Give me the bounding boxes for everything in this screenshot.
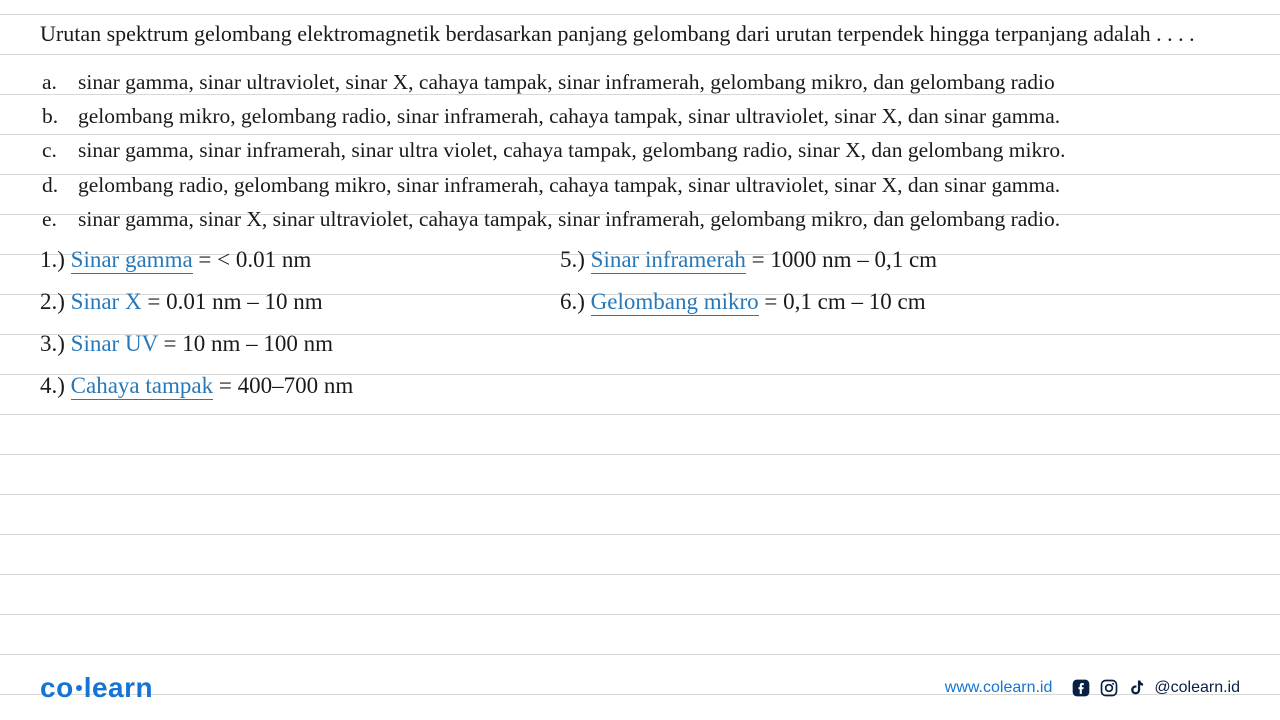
logo-part1: co (40, 672, 74, 703)
option-c: c. sinar gamma, sinar inframerah, sinar … (42, 134, 1240, 166)
hw-num-3: 3.) (40, 331, 65, 356)
website-text: www.colearn.id (945, 679, 1053, 697)
hw-label-3: Sinar UV (71, 331, 158, 356)
option-e: e. sinar gamma, sinar X, sinar ultraviol… (42, 203, 1240, 235)
option-text: sinar gamma, sinar X, sinar ultraviolet,… (78, 203, 1240, 235)
hw-label-6: Gelombang mikro (591, 289, 759, 316)
option-letter: d. (42, 169, 78, 201)
hw-label-1: Sinar gamma (71, 247, 193, 274)
hw-num-2: 2.) (40, 289, 65, 314)
options-list: a. sinar gamma, sinar ultraviolet, sinar… (42, 66, 1240, 235)
option-a: a. sinar gamma, sinar ultraviolet, sinar… (42, 66, 1240, 98)
hw-num-1: 1.) (40, 247, 65, 272)
content-area: Urutan spektrum gelombang elektromagneti… (0, 0, 1280, 447)
option-letter: e. (42, 203, 78, 235)
tiktok-icon (1126, 677, 1148, 699)
hw-label-2: Sinar X (71, 289, 142, 314)
hw-label-5: Sinar inframerah (591, 247, 746, 274)
question-text: Urutan spektrum gelombang elektromagneti… (40, 18, 1240, 50)
footer-right: www.colearn.id @colearn.id (945, 677, 1240, 699)
hw-eq-4: = 400–700 nm (219, 373, 353, 398)
facebook-icon (1070, 677, 1092, 699)
hw-num-4: 4.) (40, 373, 65, 398)
hw-eq-5: = 1000 nm – 0,1 cm (752, 247, 937, 272)
logo-dot-icon (76, 685, 82, 691)
option-letter: c. (42, 134, 78, 166)
option-text: gelombang radio, gelombang mikro, sinar … (78, 169, 1240, 201)
instagram-icon (1098, 677, 1120, 699)
brand-logo: colearn (40, 672, 153, 704)
hw-num-6: 6.) (560, 289, 585, 314)
hw-eq-1: = < 0.01 nm (198, 247, 311, 272)
option-text: sinar gamma, sinar ultraviolet, sinar X,… (78, 66, 1240, 98)
option-text: gelombang mikro, gelombang radio, sinar … (78, 100, 1240, 132)
hw-label-4: Cahaya tampak (71, 373, 213, 400)
logo-part2: learn (84, 672, 153, 703)
handwritten-notes: 1.) Sinar gamma = < 0.01 nm 2.) Sinar X … (40, 247, 1240, 447)
option-letter: b. (42, 100, 78, 132)
option-b: b. gelombang mikro, gelombang radio, sin… (42, 100, 1240, 132)
option-letter: a. (42, 66, 78, 98)
hw-num-5: 5.) (560, 247, 585, 272)
footer: colearn www.colearn.id @colearn.id (0, 672, 1280, 704)
option-text: sinar gamma, sinar inframerah, sinar ult… (78, 134, 1240, 166)
hw-eq-3: = 10 nm – 100 nm (164, 331, 334, 356)
hw-eq-6: = 0,1 cm – 10 cm (764, 289, 925, 314)
social-handle: @colearn.id (1154, 679, 1240, 697)
option-d: d. gelombang radio, gelombang mikro, sin… (42, 169, 1240, 201)
hw-eq-2: = 0.01 nm – 10 nm (147, 289, 322, 314)
social-links: @colearn.id (1070, 677, 1240, 699)
